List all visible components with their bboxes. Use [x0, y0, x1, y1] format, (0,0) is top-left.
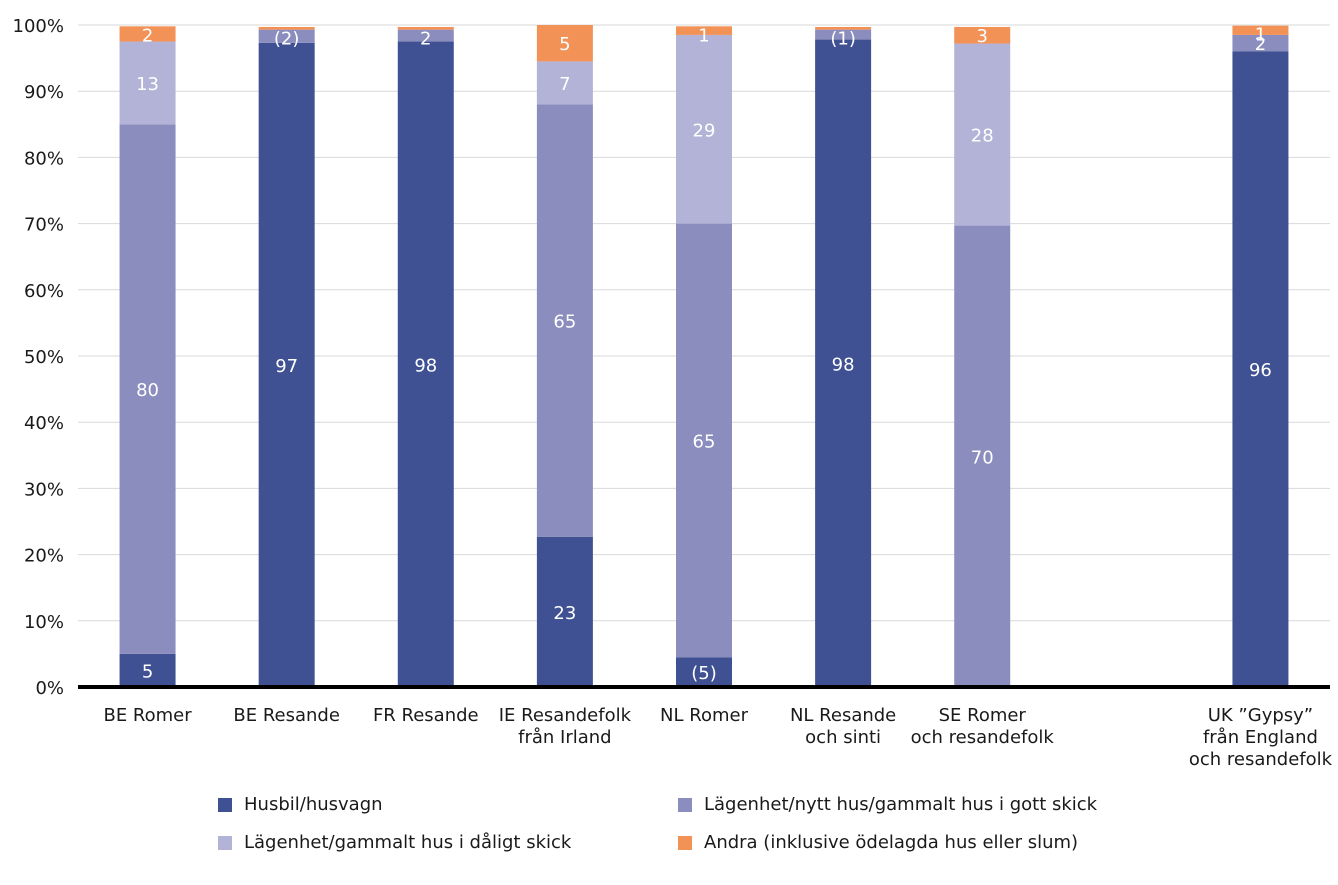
y-tick-label: 80%: [24, 148, 64, 169]
segment-label: 65: [693, 431, 716, 452]
y-tick-label: 100%: [13, 16, 64, 37]
legend-swatch-gott-skick: [678, 797, 692, 812]
bar-segment: [397, 29, 454, 42]
segment-label: 2: [420, 29, 431, 50]
segment-label: 98: [414, 355, 437, 376]
legend-swatch-andra: [678, 835, 692, 850]
segment-label: 2: [142, 25, 153, 46]
bar-segment: [536, 61, 593, 105]
x-tick-label: BE Resande: [233, 705, 340, 726]
bar-segment: [1232, 34, 1289, 52]
bar-segment: [815, 39, 872, 687]
bar-segment: [954, 225, 1011, 687]
segment-label: 96: [1249, 360, 1272, 381]
bar-segment: [676, 657, 732, 687]
bar-segment: [536, 104, 593, 537]
bar-segment: [258, 29, 315, 43]
x-tick-label: och sinti: [805, 727, 881, 748]
legend-swatch-daligt-skick: [218, 835, 232, 850]
legend-label-andra: Andra (inklusive ödelagda hus eller slum…: [704, 832, 1079, 853]
x-tick-label: från England: [1203, 727, 1318, 748]
bar-segment: [1232, 25, 1289, 35]
segment-label: 2: [1255, 34, 1266, 55]
segment-label: (5): [691, 663, 717, 684]
segment-label: 13: [136, 74, 159, 95]
x-tick-label: BE Romer: [103, 705, 192, 726]
y-tick-label: 50%: [24, 347, 64, 368]
segment-label: (2): [274, 29, 300, 50]
x-tick-label: och resandefolk: [911, 727, 1055, 748]
bar-segment: [258, 42, 315, 687]
legend-swatch-husbil: [218, 797, 232, 812]
segment-label: 97: [275, 356, 298, 377]
segment-label: 28: [971, 126, 994, 147]
bar-segment: [119, 653, 176, 687]
legend-label-daligt-skick: Lägenhet/gammalt hus i dåligt skick: [244, 832, 572, 853]
x-axis-ticks: BE Romer BE Resande FR Resande IE Resandefo…: [103, 705, 1332, 770]
y-tick-label: 40%: [24, 413, 64, 434]
bar-segment: [954, 26, 1011, 44]
bar-segment: [119, 124, 176, 654]
bar-segment: [119, 26, 176, 42]
segment-label: 5: [142, 661, 153, 682]
legend-item-husbil: Husbil/husvagn: [218, 794, 383, 815]
bar-segment: [815, 26, 872, 30]
bar-segment: [258, 26, 315, 30]
segment-labels: 5 80 13 2 97 (2) 98 2 23 65 7 5 (5) 65 29 1 98 (1) 70 28 3 96…: [136, 25, 1272, 684]
bar-segment: [397, 41, 454, 688]
bar-segment: [536, 536, 593, 687]
x-tick-label: FR Resande: [373, 705, 479, 726]
segment-label: 3: [976, 26, 987, 47]
legend-label-gott-skick: Lägenhet/nytt hus/gammalt hus i gott ski…: [704, 794, 1098, 815]
x-tick-label: UK ”Gypsy”: [1208, 705, 1313, 726]
bar-segment: [676, 26, 732, 35]
bar-segment: [536, 25, 593, 62]
y-axis-ticks: 0% 10% 20% 30% 40% 50% 60% 70% 80% 90% 100%: [13, 16, 64, 699]
segment-label: 98: [832, 354, 855, 375]
legend-item-andra: Andra (inklusive ödelagda hus eller slum…: [678, 832, 1078, 853]
y-tick-label: 20%: [24, 546, 64, 567]
legend-label-husbil: Husbil/husvagn: [244, 794, 383, 815]
y-tick-label: 30%: [24, 479, 64, 500]
segment-label: 29: [693, 120, 716, 141]
segment-label: 1: [698, 25, 709, 46]
segment-label: 1: [1255, 25, 1266, 46]
y-tick-label: 60%: [24, 281, 64, 302]
x-tick-label: IE Resandefolk: [499, 705, 632, 726]
bars: [119, 25, 1289, 688]
segment-label: 70: [971, 447, 994, 468]
bar-segment: [119, 41, 176, 125]
x-tick-label: NL Romer: [660, 705, 749, 726]
x-tick-label: från Irland: [518, 727, 611, 748]
segment-label: 5: [559, 34, 570, 55]
y-tick-label: 90%: [24, 82, 64, 103]
x-tick-label: SE Romer: [939, 705, 1027, 726]
legend-item-gott-skick: Lägenhet/nytt hus/gammalt hus i gott ski…: [678, 794, 1097, 815]
segment-label: 65: [553, 312, 576, 333]
segment-label: 23: [553, 603, 576, 624]
segment-label: (1): [830, 29, 856, 50]
bar-segment: [1232, 51, 1289, 688]
bar-segment: [397, 26, 454, 30]
x-tick-label: och resandefolk: [1189, 749, 1333, 770]
y-tick-label: 0%: [35, 678, 64, 699]
bar-segment: [676, 34, 732, 224]
legend-item-daligt-skick: Lägenhet/gammalt hus i dåligt skick: [218, 832, 571, 853]
segment-label: 80: [136, 380, 159, 401]
x-tick-label: NL Resande: [790, 705, 896, 726]
bar-segment: [676, 223, 732, 658]
y-tick-label: 10%: [24, 612, 64, 633]
segment-label: 7: [559, 74, 570, 95]
bar-segment: [815, 29, 872, 40]
bar-segment: [954, 43, 1011, 226]
y-tick-label: 70%: [24, 215, 64, 236]
